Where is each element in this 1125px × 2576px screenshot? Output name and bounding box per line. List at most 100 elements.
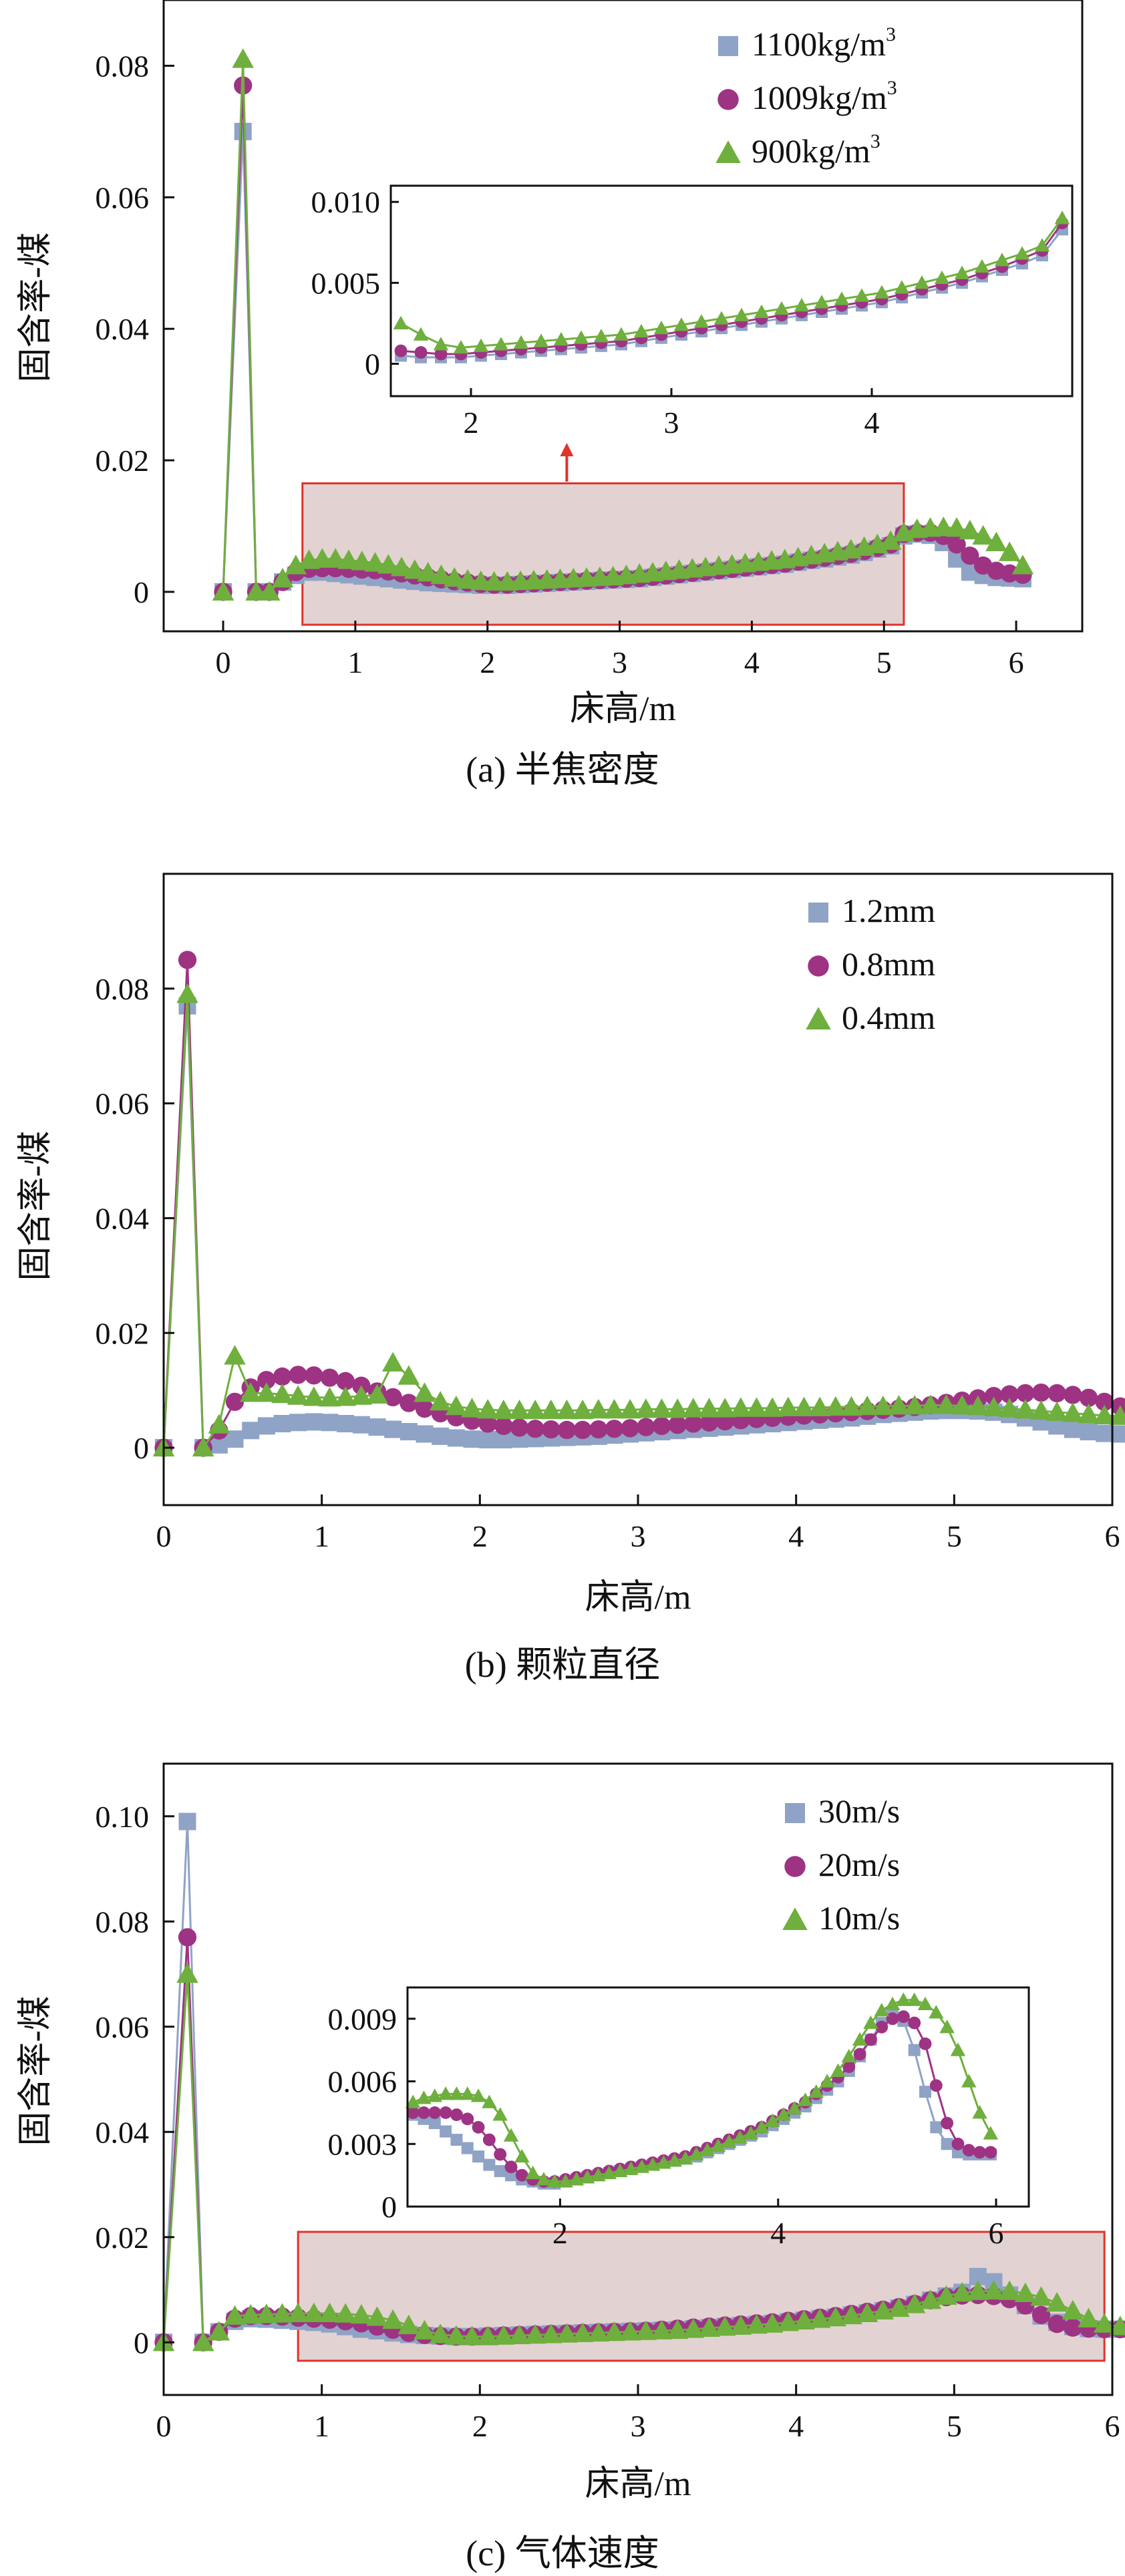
inset-series-2-point	[754, 304, 770, 318]
series-2-point	[840, 1396, 862, 1416]
legend-label: 1100kg/m3	[752, 23, 896, 63]
inset-series-2-point	[830, 2063, 846, 2077]
inset-series-2-point	[569, 2172, 585, 2186]
inset-series-2-point	[513, 335, 529, 349]
series-1-point	[510, 1418, 529, 1437]
y-tick-label: 0.02	[96, 2221, 150, 2255]
inset-series-0-line	[400, 228, 1064, 359]
series-2-point	[998, 1398, 1021, 1418]
series-2-point	[404, 559, 426, 579]
inset-series-1-point	[864, 2033, 877, 2046]
inset-series-2-point	[907, 1992, 922, 2006]
series-2-point	[239, 2304, 262, 2324]
series-2-point	[192, 1436, 214, 1457]
series-0-point	[479, 1431, 497, 1449]
y-tick-label: 0.10	[96, 1800, 150, 1834]
inset-series-0-point	[494, 2164, 506, 2177]
inset-series-2-point	[972, 2105, 987, 2119]
inset-series-2-point	[721, 2134, 737, 2148]
legend-label: 900kg/m3	[752, 130, 880, 170]
series-0-point	[242, 1422, 260, 1440]
legend: 1.2mm 0.8mm 0.4mm	[806, 892, 935, 1036]
series-1-point	[699, 1413, 719, 1432]
inset-series-1-point	[515, 2168, 528, 2182]
x-tick-label: 1	[314, 2409, 329, 2443]
series-2-point	[682, 1398, 705, 1418]
series-2-point	[445, 2325, 468, 2345]
inset-series-1-point	[886, 2012, 899, 2026]
series-2-point	[983, 1396, 1005, 1416]
inset-series-2-point	[453, 340, 469, 354]
inset-series-1-point	[494, 2148, 507, 2161]
series-0-point	[337, 1415, 355, 1433]
y-tick-label: 0.04	[96, 2115, 150, 2149]
inset-series-2-point	[814, 295, 830, 309]
series-2-point	[1062, 1402, 1084, 1422]
series-2-point	[271, 1383, 293, 1404]
series-0-point	[273, 1415, 291, 1433]
series-2-point	[1030, 1400, 1052, 1420]
inset-series-1-point	[394, 344, 408, 357]
series-2-point	[1046, 2291, 1068, 2312]
series-1-point	[478, 1414, 497, 1433]
inset-x-tick-label: 4	[770, 2216, 786, 2250]
series-2-point	[951, 1395, 973, 1415]
series-2-point	[239, 1382, 262, 1402]
inset-series-2-point	[405, 2094, 421, 2108]
series-2-point	[381, 2309, 404, 2329]
series-2-point	[635, 2320, 657, 2340]
series-1-point	[1031, 1383, 1051, 1402]
series-2-point	[192, 2331, 214, 2352]
inset-series-2-point	[1034, 238, 1050, 252]
inset-series-1-point	[504, 2160, 518, 2174]
legend-marker	[806, 1007, 831, 1029]
inset-series-2-point	[677, 2150, 693, 2165]
inset-series-1-point	[482, 2133, 496, 2146]
x-tick-label: 6	[1009, 645, 1024, 679]
series-1-point	[1000, 1385, 1019, 1404]
legend: 30m/s 20m/s 10m/s	[782, 1792, 900, 1937]
legend-marker	[784, 1856, 806, 1877]
series-2-point	[303, 2302, 325, 2322]
series-2-point	[967, 1395, 989, 1416]
series-1-point	[1016, 1384, 1035, 1403]
inset-series-2-line	[400, 217, 1064, 349]
inset-series-0-point	[483, 2158, 496, 2171]
series-2-point	[492, 2325, 515, 2345]
inset-series-2-point	[974, 259, 990, 273]
series-2-point	[879, 530, 902, 550]
x-tick-label: 2	[472, 1519, 488, 1553]
series-1-point	[289, 1365, 307, 1384]
series-2-point	[212, 581, 234, 601]
series-2-point	[285, 554, 307, 575]
series-2-point	[476, 1399, 499, 1419]
series-2-point	[713, 1398, 736, 1418]
legend-label: 30m/s	[818, 1792, 900, 1830]
y-tick-label: 0	[134, 2325, 149, 2360]
inset-y-tick-label: 0.010	[311, 185, 381, 219]
inset-series-2-point	[885, 1996, 901, 2010]
y-tick-label: 0	[134, 575, 149, 609]
inset-series-2-point	[834, 291, 850, 305]
legend-marker	[785, 1803, 805, 1823]
y-tick-label: 0.08	[96, 972, 150, 1006]
x-tick-label: 4	[788, 1519, 804, 1553]
series-2-point	[998, 541, 1021, 561]
series-2-point	[1078, 1404, 1100, 1424]
inset-series-2-point	[808, 2084, 824, 2098]
series-0-point	[368, 1418, 386, 1436]
series-2-point	[651, 1398, 673, 1418]
series-1-point	[668, 1416, 687, 1434]
series-2-point	[271, 2303, 293, 2323]
series-2-point	[666, 2319, 689, 2340]
series-2-point	[824, 1396, 847, 1416]
series-2-point	[461, 2325, 483, 2346]
inset-series-2-point	[841, 2048, 857, 2063]
series-2-point	[255, 1382, 278, 1402]
legend-label: 1.2mm	[842, 892, 935, 929]
legend-label: 0.8mm	[842, 945, 935, 983]
series-2-point	[619, 1399, 641, 1419]
series-0-point	[352, 1416, 370, 1434]
inset-y-tick-label: 0	[365, 347, 380, 381]
